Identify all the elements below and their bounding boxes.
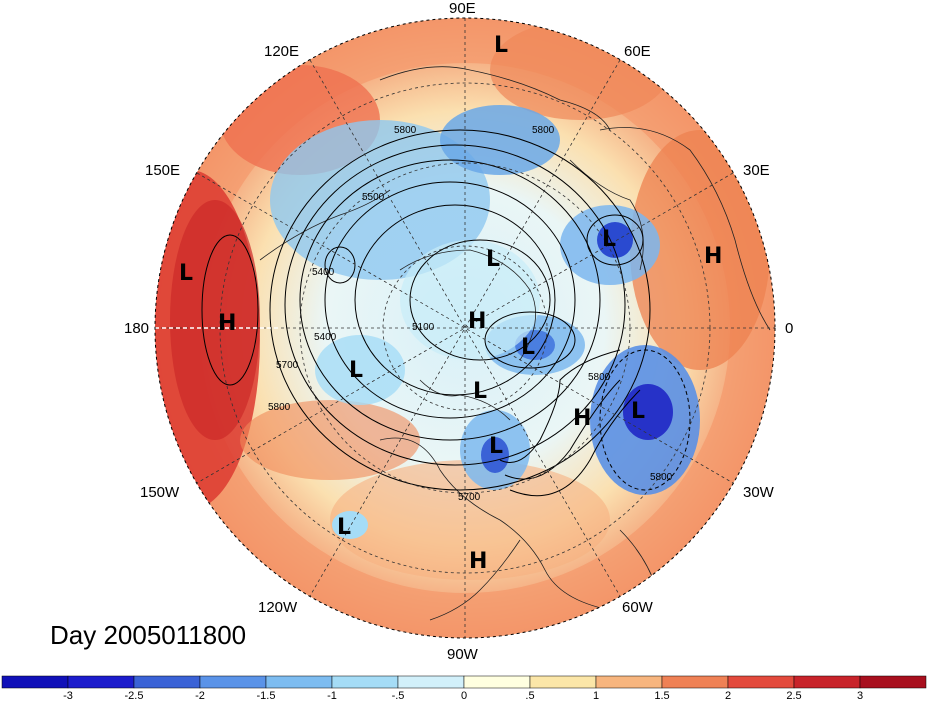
high-pressure-marker: H xyxy=(704,244,722,269)
low-pressure-marker: L xyxy=(602,227,616,252)
colorbar-swatch xyxy=(199,675,267,689)
lon-label-90e: 90E xyxy=(449,0,476,17)
colorbar-tick-label: 2.5 xyxy=(786,690,801,702)
colorbar-swatch xyxy=(859,675,927,689)
lon-label-120e: 120E xyxy=(264,43,299,60)
low-pressure-marker: L xyxy=(179,261,193,286)
lon-label-60w: 60W xyxy=(622,599,654,616)
colorbar-swatch xyxy=(397,675,465,689)
high-pressure-marker: H xyxy=(469,549,487,574)
high-pressure-marker: H xyxy=(573,406,591,431)
colorbar-tick-label: -2 xyxy=(195,690,205,702)
colorbar-tick-label: 1.5 xyxy=(654,690,669,702)
colorbar-swatch xyxy=(529,675,597,689)
colorbar-swatch xyxy=(265,675,333,689)
lon-label-150w: 150W xyxy=(140,484,180,501)
colorbar-swatch xyxy=(727,675,795,689)
contour-label: 5800 xyxy=(650,472,673,483)
lon-label-30w: 30W xyxy=(743,484,775,501)
lon-label-120w: 120W xyxy=(258,599,298,616)
low-pressure-marker: L xyxy=(494,33,508,58)
contour-label: 5800 xyxy=(588,372,611,383)
anomaly-field xyxy=(155,18,775,638)
low-pressure-marker: L xyxy=(489,434,503,459)
longitude-labels: 90E 60E 30E 0 30W 60W 90W 120W 150W 180 … xyxy=(124,0,793,663)
contour-label: 5400 xyxy=(312,267,335,278)
lon-label-180: 180 xyxy=(124,320,149,337)
coastlines xyxy=(259,66,771,621)
graticule xyxy=(155,18,775,638)
height-contours xyxy=(201,129,691,497)
colorbar-tick-label: -1 xyxy=(327,690,337,702)
colorbar-tick-label: 2 xyxy=(725,690,731,702)
high-pressure-marker: H xyxy=(218,311,236,336)
colorbar-tick-label: -1.5 xyxy=(257,690,276,702)
colorbar-tick-label: -2.5 xyxy=(125,690,144,702)
lon-label-90w: 90W xyxy=(447,646,479,663)
colorbar-swatch xyxy=(463,675,531,689)
map-boundary xyxy=(154,17,776,639)
colorbar-tick-label: 1 xyxy=(593,690,599,702)
low-pressure-marker: L xyxy=(631,399,645,424)
contour-labels: 5800 5800 5500 5400 5400 5700 5800 5100 … xyxy=(268,125,673,503)
lon-label-30e: 30E xyxy=(743,162,770,179)
colorbar-tick-label: -.5 xyxy=(392,690,405,702)
low-pressure-marker: L xyxy=(349,358,363,383)
colorbar-swatch xyxy=(661,675,729,689)
lon-label-0: 0 xyxy=(785,320,793,337)
colorbar-swatch xyxy=(1,675,69,689)
colorbar: -3 -2.5 -2 -1.5 -1 -.5 0 .5 1 1.5 2 2.5 3 xyxy=(1,675,927,702)
colorbar-tick-label: 0 xyxy=(461,690,467,702)
low-pressure-marker: L xyxy=(486,247,500,272)
colorbar-swatch xyxy=(595,675,663,689)
colorbar-swatch xyxy=(67,675,135,689)
contour-label: 5700 xyxy=(458,492,481,503)
colorbar-swatch xyxy=(133,675,201,689)
colorbar-tick-label: .5 xyxy=(525,690,534,702)
contour-label: 5700 xyxy=(276,360,299,371)
contour-label: 5800 xyxy=(268,402,291,413)
lon-label-150e: 150E xyxy=(145,162,180,179)
contour-label: 5800 xyxy=(532,125,555,136)
contour-label: 5500 xyxy=(362,192,385,203)
colorbar-swatch xyxy=(793,675,861,689)
colorbar-tick-label: -3 xyxy=(63,690,73,702)
low-pressure-marker: L xyxy=(521,335,535,360)
colorbar-tick-label: 3 xyxy=(857,690,863,702)
day-label: Day 2005011800 xyxy=(50,620,247,650)
low-pressure-marker: L xyxy=(337,515,351,540)
contour-label: 5800 xyxy=(394,125,417,136)
lon-label-60e: 60E xyxy=(624,43,651,60)
high-pressure-marker: H xyxy=(468,309,486,334)
low-pressure-marker: L xyxy=(473,379,487,404)
colorbar-swatch xyxy=(331,675,399,689)
contour-label: 5400 xyxy=(314,332,337,343)
pressure-centers: L L H L H L H L L L H L L L H xyxy=(179,33,722,574)
contour-label: 5100 xyxy=(412,322,435,333)
